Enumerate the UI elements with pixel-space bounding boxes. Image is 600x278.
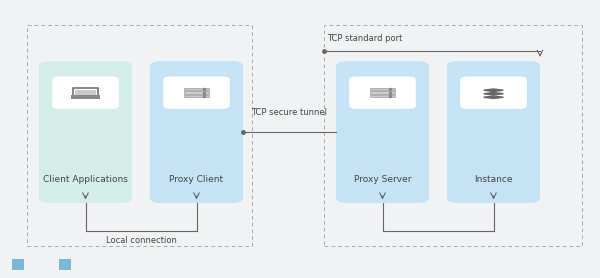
Bar <box>12 259 24 270</box>
Text: Instance: Instance <box>474 175 513 184</box>
Text: Client Applications: Client Applications <box>43 175 128 184</box>
Text: Proxy Client: Proxy Client <box>169 175 224 184</box>
Bar <box>75 90 96 95</box>
FancyBboxPatch shape <box>349 76 416 109</box>
Text: TCP standard port: TCP standard port <box>327 34 403 43</box>
FancyBboxPatch shape <box>71 95 100 99</box>
FancyBboxPatch shape <box>370 91 395 94</box>
FancyBboxPatch shape <box>52 76 119 109</box>
FancyBboxPatch shape <box>184 91 209 94</box>
Polygon shape <box>484 93 503 95</box>
FancyBboxPatch shape <box>163 76 230 109</box>
Polygon shape <box>484 89 503 91</box>
FancyBboxPatch shape <box>184 88 209 90</box>
Polygon shape <box>484 96 503 98</box>
FancyBboxPatch shape <box>39 61 132 203</box>
FancyBboxPatch shape <box>150 61 243 203</box>
FancyBboxPatch shape <box>460 76 527 109</box>
Bar <box>27 25 252 246</box>
Text: Local connection: Local connection <box>106 236 176 245</box>
Text: Proxy Server: Proxy Server <box>354 175 411 184</box>
FancyBboxPatch shape <box>370 88 395 90</box>
FancyBboxPatch shape <box>447 61 540 203</box>
FancyBboxPatch shape <box>184 95 209 97</box>
Bar <box>324 25 582 246</box>
Bar <box>59 259 71 270</box>
FancyBboxPatch shape <box>336 61 429 203</box>
Text: TCP secure tunnel: TCP secure tunnel <box>251 108 328 117</box>
FancyBboxPatch shape <box>370 95 395 97</box>
